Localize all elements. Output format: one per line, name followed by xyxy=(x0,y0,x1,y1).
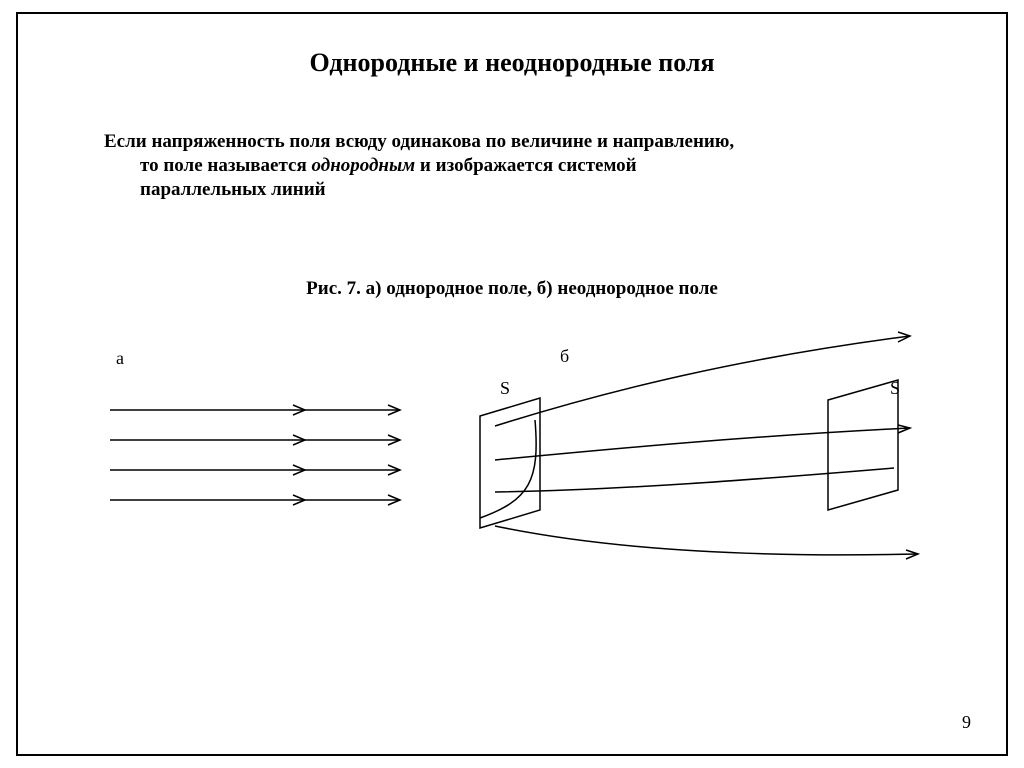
label-a: а xyxy=(116,348,124,369)
figure-caption: Рис. 7. а) однородное поле, б) неоднород… xyxy=(0,278,1024,300)
page-number: 9 xyxy=(962,712,971,733)
definition-text: Если напряженность поля всюду одинакова … xyxy=(104,130,924,202)
nonuniform-field-diagram xyxy=(440,330,940,590)
uniform-field-diagram xyxy=(100,395,420,535)
page-title: Однородные и неоднородные поля xyxy=(0,48,1024,78)
